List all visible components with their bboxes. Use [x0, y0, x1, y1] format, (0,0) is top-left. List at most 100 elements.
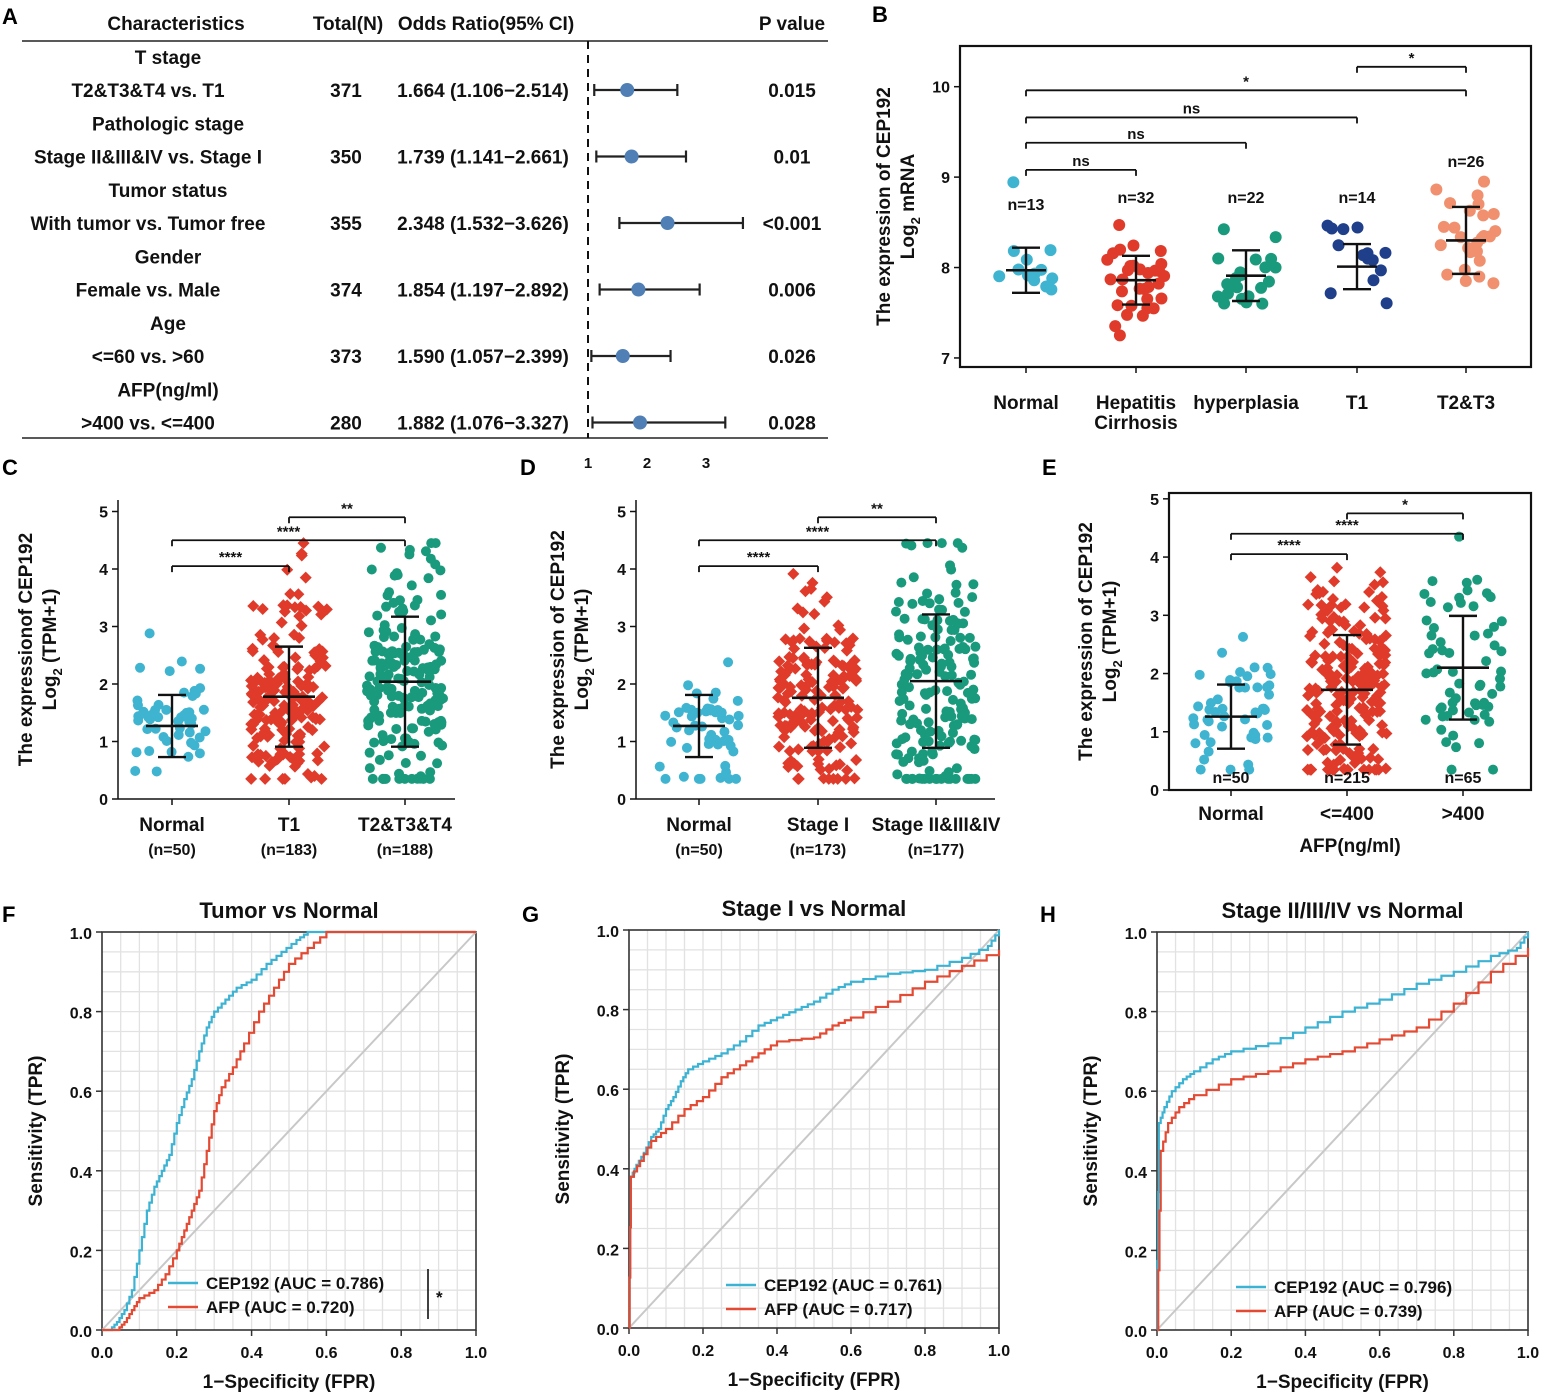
data-point — [374, 754, 385, 765]
data-point — [1351, 647, 1364, 660]
data-point — [1372, 753, 1385, 766]
x-tick-label: Normal — [993, 393, 1058, 414]
data-point — [272, 646, 285, 659]
data-point — [383, 750, 394, 761]
data-point — [388, 597, 399, 608]
panel-label-c: C — [2, 455, 18, 480]
y-tick-label: 3 — [99, 620, 108, 637]
x-tick-label: T1 — [1346, 393, 1369, 414]
roc-curve-afp — [1157, 947, 1530, 1332]
odds-ratio-point — [660, 216, 675, 230]
data-point — [1485, 592, 1496, 603]
odds-ratio-text: 1.854 (1.197−2.892) — [397, 281, 569, 302]
data-point — [671, 722, 682, 733]
y-label-subscript: 2 — [1110, 660, 1125, 667]
data-point — [195, 663, 206, 674]
data-point — [1203, 746, 1214, 757]
data-point — [200, 726, 211, 737]
y-axis-label: The expressionof CEP192 — [16, 533, 37, 766]
significance-label: ns — [1183, 100, 1201, 117]
data-point — [1481, 656, 1492, 667]
table-header: P value — [759, 14, 825, 35]
y-tick-label: 0.0 — [1125, 1324, 1147, 1341]
data-point — [1482, 628, 1493, 639]
data-point — [900, 668, 911, 679]
data-point — [1462, 585, 1473, 596]
data-point — [792, 743, 805, 756]
data-point — [1301, 730, 1314, 743]
panel-label-h: H — [1040, 902, 1056, 927]
x-tick-label: 0.2 — [692, 1343, 714, 1360]
data-point — [195, 683, 206, 694]
data-point — [1269, 231, 1282, 244]
data-point — [673, 707, 684, 718]
data-point — [1101, 253, 1114, 266]
data-point — [293, 748, 306, 761]
data-point — [1376, 719, 1389, 732]
y-tick-label: 3 — [617, 620, 626, 637]
data-point — [1454, 592, 1465, 603]
n-label: n=14 — [1339, 190, 1376, 207]
x-tick-label: 0.6 — [1368, 1345, 1390, 1362]
data-point — [315, 772, 328, 785]
data-point — [1265, 252, 1278, 265]
panel-label-f: F — [2, 902, 15, 927]
data-point — [367, 655, 378, 666]
x-axis-label: 1−Specificity (FPR) — [728, 1370, 901, 1391]
data-point — [1364, 679, 1377, 692]
data-point — [386, 691, 397, 702]
y-axis-label: The expression of CEP192 — [548, 530, 569, 769]
odds-ratio-text: 1.590 (1.057−2.399) — [397, 347, 569, 368]
data-point — [1483, 230, 1496, 243]
data-point — [251, 748, 264, 761]
data-point — [836, 730, 849, 743]
y-tick-label: 9 — [941, 170, 950, 187]
data-point — [429, 664, 440, 675]
data-point — [1459, 274, 1472, 287]
data-point — [893, 650, 904, 661]
y-tick-label: 1.0 — [70, 926, 92, 943]
data-point — [1141, 293, 1154, 306]
x-tick-label: Normal — [666, 815, 731, 836]
data-point — [848, 772, 861, 785]
x-axis-label: 1−Specificity (FPR) — [203, 1372, 376, 1393]
data-point — [683, 680, 694, 691]
data-point — [1353, 627, 1366, 640]
data-point — [131, 747, 142, 758]
y-tick-label: 2 — [1150, 667, 1159, 684]
x-axis-label: 1−Specificity (FPR) — [1256, 1372, 1429, 1393]
y-label-log: Log — [572, 676, 593, 711]
data-point — [292, 675, 305, 688]
data-point — [1199, 754, 1210, 765]
total-n: 373 — [330, 347, 362, 368]
y-axis-label: Sensitivity (TPR) — [26, 1056, 47, 1207]
group-label: AFP(ng/ml) — [117, 381, 218, 402]
data-point — [1326, 650, 1339, 663]
y-tick-label: 7 — [941, 351, 950, 368]
data-point — [1379, 246, 1392, 259]
data-point — [1252, 682, 1263, 693]
data-point — [808, 607, 821, 620]
data-point — [424, 773, 435, 784]
data-point — [389, 631, 400, 642]
data-point — [1421, 668, 1432, 679]
data-point — [409, 655, 420, 666]
data-point — [1352, 747, 1365, 760]
data-point — [1007, 176, 1020, 189]
data-point — [1354, 619, 1367, 632]
y-tick-label: 10 — [932, 80, 950, 97]
data-point — [896, 715, 907, 726]
panel-label-g: G — [522, 902, 539, 927]
comparison-label: T2&T3&T4 vs. T1 — [71, 81, 225, 102]
data-point — [915, 631, 926, 642]
y-tick-label: 2 — [617, 677, 626, 694]
data-point — [1441, 268, 1454, 281]
data-point — [395, 707, 406, 718]
data-point — [1367, 274, 1380, 287]
data-point — [893, 596, 904, 607]
data-point — [1428, 622, 1439, 633]
y-tick-label: 0.8 — [597, 1004, 619, 1021]
odds-ratio-text: 1.664 (1.106−2.514) — [397, 81, 569, 102]
data-point — [302, 720, 315, 733]
data-point — [946, 711, 957, 722]
